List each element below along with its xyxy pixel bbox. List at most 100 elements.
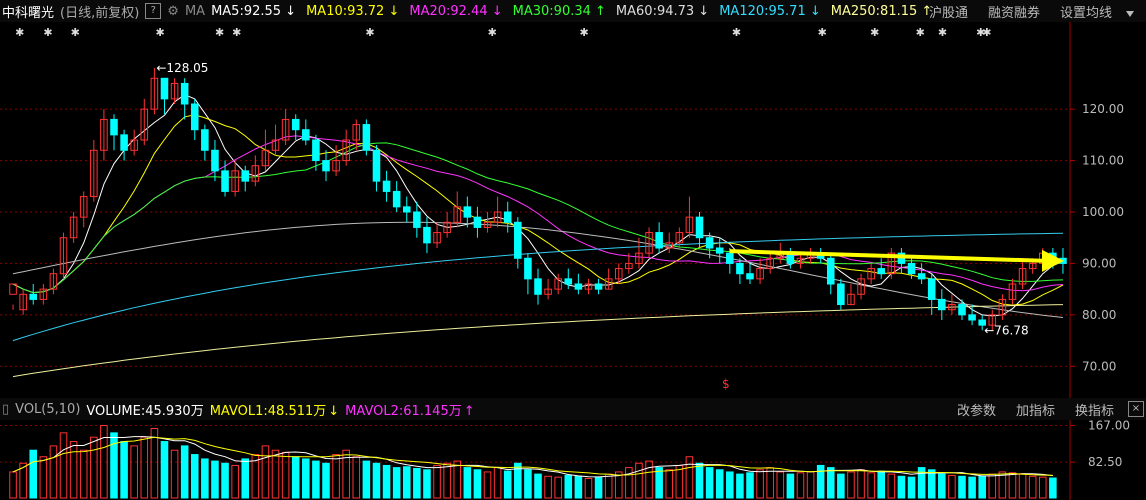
volume-value: VOLUME:45.930万 [86, 403, 204, 419]
volume-bar [685, 456, 694, 499]
candle-body [231, 170, 239, 192]
candle-body [988, 314, 997, 326]
volume-bar [655, 467, 663, 499]
volume-bar [443, 462, 451, 499]
volume-bar [160, 441, 169, 499]
candle-body [715, 247, 724, 254]
hk-connect-button[interactable]: 沪股通 [928, 5, 968, 21]
volume-bar [352, 456, 361, 499]
ma120-line [12, 232, 1064, 342]
volume-bar [1049, 477, 1057, 499]
candle-body [927, 278, 936, 300]
volume-bar [29, 449, 38, 499]
volume-bar [978, 475, 986, 499]
candle-body [423, 226, 431, 244]
candle-body [140, 108, 149, 141]
menu-icon[interactable]: ▯ [2, 401, 10, 417]
volume-bar [392, 467, 401, 499]
event-star-marker: ✱ [732, 26, 741, 39]
mavol2-text: MAVOL2:61.145万 [345, 403, 462, 419]
volume-bar [302, 458, 310, 499]
volume-bar [887, 473, 896, 499]
candle-body [241, 170, 250, 182]
volume-bar [312, 460, 320, 499]
candle-body [1028, 262, 1037, 270]
candle-body [614, 268, 623, 280]
volume-bar [423, 469, 431, 499]
volume-bar [332, 454, 340, 499]
candle-body [1008, 283, 1017, 300]
candle-body [736, 262, 744, 275]
candle-body [271, 139, 280, 151]
stock-name[interactable]: 中科曙光 [2, 5, 55, 21]
volume-bar [958, 475, 966, 499]
candle-body [978, 319, 986, 326]
volume-bar [534, 473, 542, 499]
candle-body [59, 237, 68, 275]
candle-body [79, 196, 88, 218]
edit-params-button[interactable]: 改参数 [956, 403, 996, 419]
candle-body [756, 268, 764, 280]
candle-body [635, 252, 643, 264]
volume-bar [59, 432, 68, 499]
volume-bar [897, 475, 906, 499]
volume-bar [120, 441, 128, 499]
candle-body [554, 278, 562, 290]
candle-body [150, 77, 159, 110]
volume-bar [867, 472, 875, 499]
volume-bar [1028, 475, 1037, 499]
switch-indicator-button[interactable]: 换指标 [1074, 403, 1114, 419]
chevron-down-icon [1126, 10, 1134, 17]
gear-icon[interactable]: ⚙ [167, 3, 179, 19]
volume-bar [281, 451, 290, 499]
candle-body [877, 268, 886, 275]
candle-body [49, 273, 58, 290]
mavol2-arrow: ↑ [463, 403, 475, 419]
volume-bar [857, 469, 865, 499]
ma-legend-item: MA10:93.72 ↓ [306, 3, 400, 19]
candle-body [826, 257, 835, 285]
candle-body [766, 257, 774, 270]
candle-body [867, 268, 875, 280]
volume-bar [938, 473, 946, 499]
candle-body [382, 180, 391, 192]
candle-body [180, 82, 189, 105]
candle-body [726, 252, 734, 264]
close-icon[interactable]: × [1128, 401, 1144, 417]
mavol10-line [12, 436, 1053, 476]
volume-bar [766, 467, 774, 499]
volume-bar [715, 469, 724, 499]
volume-bar [847, 471, 855, 499]
volume-bar [544, 475, 552, 499]
volume-bar [1038, 476, 1047, 499]
candle-body [372, 149, 381, 182]
candle-body [69, 216, 78, 239]
low-price-annotation: ←76.78 [984, 323, 1028, 337]
candle-body [746, 273, 754, 280]
candle-body [796, 257, 805, 264]
volume-chart[interactable]: 167.00 82.50 [0, 420, 1146, 500]
candle-body [463, 206, 472, 218]
candle-body [211, 149, 219, 172]
margin-trading-button[interactable]: 融资融券 [987, 5, 1040, 21]
add-indicator-button[interactable]: 加指标 [1015, 403, 1055, 419]
volume-controls: 改参数 加指标 换指标 × [943, 398, 1146, 420]
volume-bar [483, 471, 492, 499]
volume-bar [433, 464, 441, 499]
volume-bar [806, 471, 815, 499]
mavol1-arrow: ↓ [328, 403, 340, 419]
ma-settings-button[interactable]: 设置均线 [1060, 2, 1140, 21]
candle-body [514, 221, 522, 259]
volume-bar [726, 471, 734, 499]
volume-bar [79, 449, 88, 499]
candle-body [100, 118, 108, 151]
volume-bar [231, 464, 239, 499]
candle-body [968, 314, 976, 321]
volume-bar [554, 476, 562, 499]
candle-body [312, 139, 320, 162]
event-star-marker: ✱ [15, 26, 24, 39]
help-icon[interactable]: ? [145, 3, 162, 19]
volume-bar [9, 471, 17, 499]
volume-bar [413, 467, 421, 499]
